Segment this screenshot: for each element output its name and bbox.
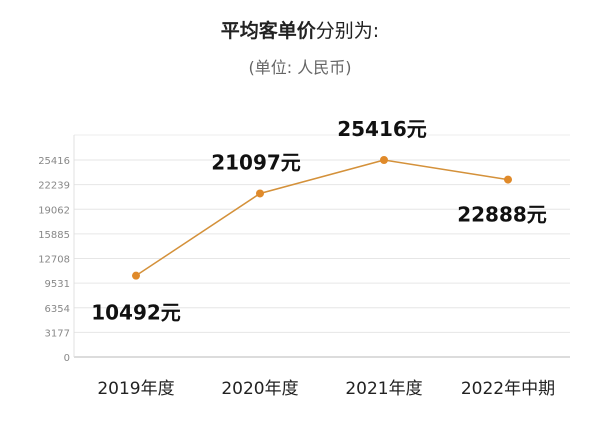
data-label: 10492元 — [91, 301, 181, 325]
y-tick-label: 12708 — [38, 255, 70, 266]
y-tick-label: 19062 — [38, 205, 70, 216]
series-line — [135, 159, 509, 277]
y-tick-label: 9531 — [45, 279, 70, 290]
x-tick-label: 2021年度 — [345, 379, 422, 399]
x-tick-label: 2022年中期 — [461, 379, 555, 399]
data-label: 25416元 — [337, 117, 427, 141]
y-tick-label: 0 — [64, 353, 70, 364]
title-rest: 分别为: — [315, 20, 380, 42]
chart-subtitle: (单位: 人民币) — [248, 58, 352, 77]
y-tick-label: 22239 — [38, 181, 70, 192]
data-point — [256, 189, 264, 198]
y-tick-label: 6354 — [45, 304, 70, 315]
chart-title: 平均客单价分别为: — [0, 16, 600, 43]
y-tick-label: 3177 — [45, 328, 70, 339]
data-label: 22888元 — [457, 203, 547, 227]
y-tick-label: 25416 — [38, 156, 70, 167]
data-point — [380, 156, 388, 164]
data-point — [132, 271, 140, 280]
x-tick-label: 2020年度 — [221, 379, 298, 399]
y-tick-label: 15885 — [38, 230, 70, 241]
title-bold: 平均客单价 — [220, 20, 316, 42]
data-point — [504, 175, 512, 184]
x-tick-label: 2019年度 — [97, 379, 174, 399]
data-label: 21097元 — [211, 150, 301, 174]
